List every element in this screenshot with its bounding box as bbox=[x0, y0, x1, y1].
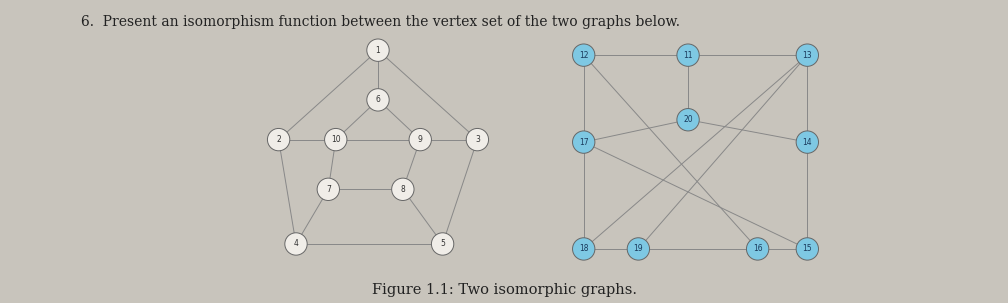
Text: 17: 17 bbox=[579, 138, 589, 147]
Circle shape bbox=[573, 131, 595, 153]
Text: 8: 8 bbox=[400, 185, 405, 194]
Text: 1: 1 bbox=[376, 46, 380, 55]
Circle shape bbox=[627, 238, 649, 260]
Circle shape bbox=[367, 89, 389, 111]
Text: 10: 10 bbox=[331, 135, 341, 144]
Text: 4: 4 bbox=[293, 239, 298, 248]
Text: 6: 6 bbox=[376, 95, 380, 104]
Text: 13: 13 bbox=[802, 51, 812, 60]
Circle shape bbox=[677, 108, 700, 131]
Circle shape bbox=[431, 233, 454, 255]
Circle shape bbox=[796, 131, 818, 153]
Text: 2: 2 bbox=[276, 135, 281, 144]
Text: 11: 11 bbox=[683, 51, 692, 60]
Text: 7: 7 bbox=[326, 185, 331, 194]
Circle shape bbox=[318, 178, 340, 201]
Text: 9: 9 bbox=[417, 135, 422, 144]
Circle shape bbox=[325, 128, 347, 151]
Text: 16: 16 bbox=[753, 245, 762, 253]
Text: 6.  Present an isomorphism function between the vertex set of the two graphs bel: 6. Present an isomorphism function betwe… bbox=[81, 15, 679, 29]
Circle shape bbox=[573, 238, 595, 260]
Text: 3: 3 bbox=[475, 135, 480, 144]
Text: 12: 12 bbox=[579, 51, 589, 60]
Text: 19: 19 bbox=[634, 245, 643, 253]
Circle shape bbox=[392, 178, 414, 201]
Circle shape bbox=[796, 44, 818, 66]
Circle shape bbox=[285, 233, 307, 255]
Text: 14: 14 bbox=[802, 138, 812, 147]
Circle shape bbox=[796, 238, 818, 260]
Text: Figure 1.1: Two isomorphic graphs.: Figure 1.1: Two isomorphic graphs. bbox=[372, 283, 636, 297]
Circle shape bbox=[677, 44, 700, 66]
Circle shape bbox=[367, 39, 389, 61]
Circle shape bbox=[573, 44, 595, 66]
Text: 15: 15 bbox=[802, 245, 812, 253]
Circle shape bbox=[267, 128, 289, 151]
Text: 20: 20 bbox=[683, 115, 692, 124]
Circle shape bbox=[747, 238, 769, 260]
Circle shape bbox=[467, 128, 489, 151]
Text: 5: 5 bbox=[440, 239, 446, 248]
Text: 18: 18 bbox=[579, 245, 589, 253]
Circle shape bbox=[409, 128, 431, 151]
